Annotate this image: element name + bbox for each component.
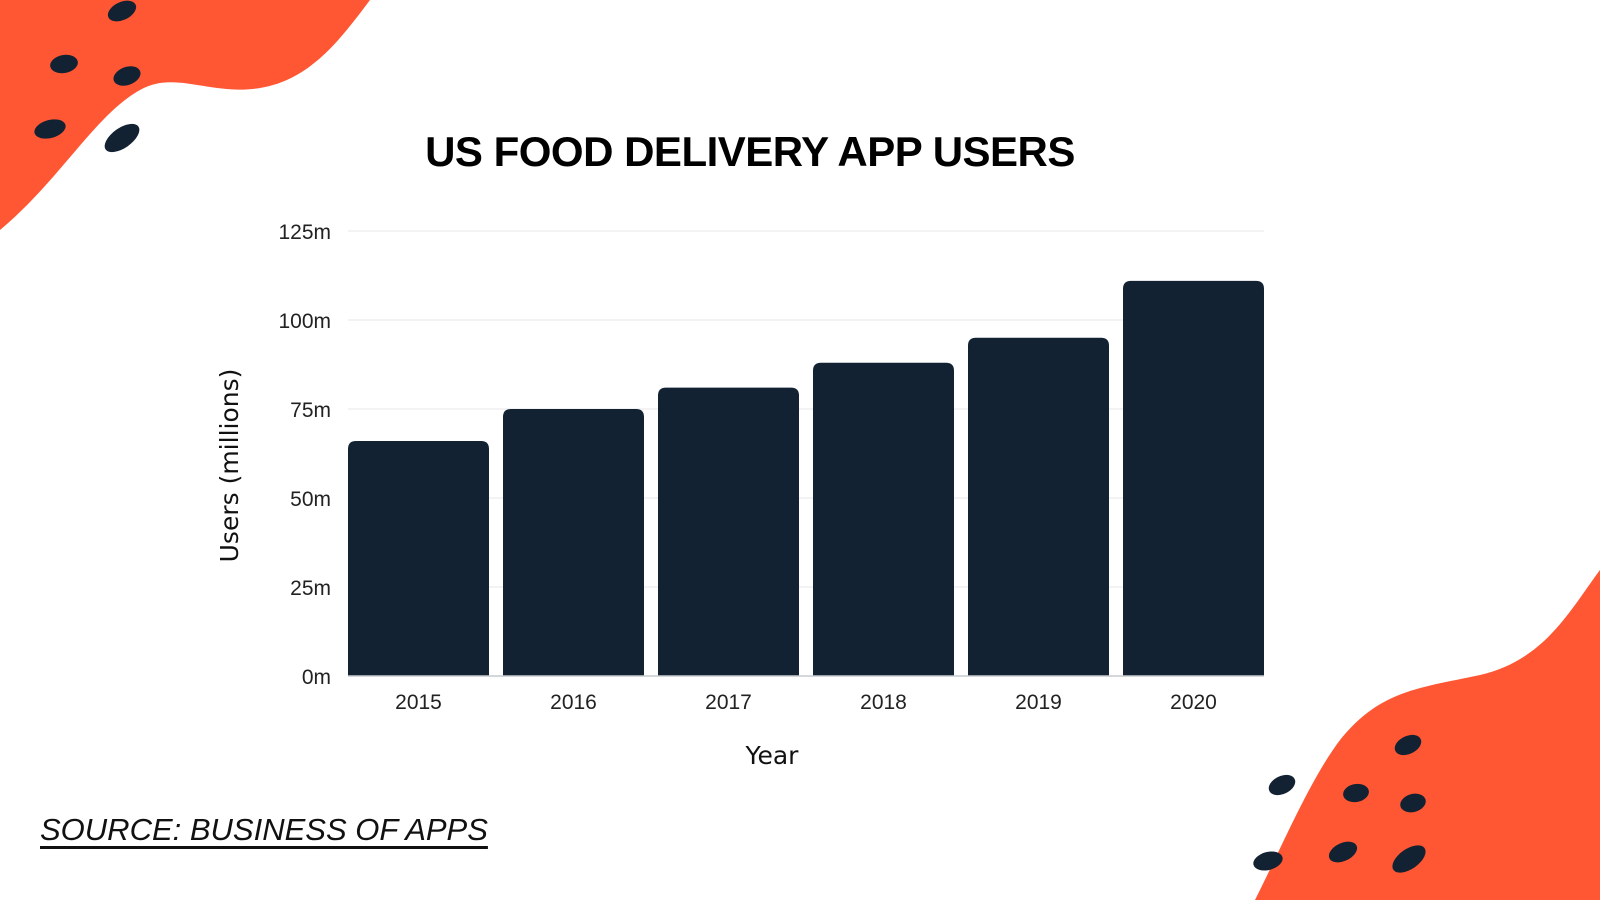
x-tick-label: 2015 [395, 691, 442, 714]
y-axis-label: Users (millions) [215, 369, 244, 563]
x-axis-ticks: 2015 2016 2017 2018 2019 2020 [395, 691, 1217, 714]
decor-dot [1253, 851, 1283, 871]
decor-dot [107, 0, 137, 22]
x-tick-label: 2018 [860, 691, 907, 714]
y-axis-ticks: 0m 25m 50m 75m 100m 125m [278, 221, 331, 689]
bar-2015 [348, 441, 489, 676]
source-citation: SOURCE: BUSINESS OF APPS [40, 812, 488, 847]
decor-dot [1328, 841, 1358, 863]
x-tick-label: 2017 [705, 691, 752, 714]
bar-2019 [968, 337, 1109, 676]
y-tick-label: 50m [290, 488, 331, 511]
decor-dot [34, 119, 66, 139]
x-tick-label: 2020 [1170, 691, 1217, 714]
bar-2020 [1123, 280, 1264, 676]
y-tick-label: 125m [278, 221, 331, 244]
chart-title: US FOOD DELIVERY APP USERS [425, 128, 1075, 175]
y-tick-label: 100m [278, 310, 331, 333]
top-left-orange-blob [0, 0, 370, 230]
decor-dot [1268, 774, 1296, 796]
x-tick-label: 2016 [550, 691, 597, 714]
y-tick-label: 0m [302, 666, 331, 689]
x-tick-label: 2019 [1015, 691, 1062, 714]
bars [348, 280, 1264, 676]
decor-dot [113, 66, 141, 86]
x-axis-label: Year [745, 741, 800, 770]
y-tick-label: 25m [290, 577, 331, 600]
decor-dot [104, 123, 140, 153]
decor-dot [1343, 783, 1369, 803]
decor-dot [1400, 793, 1426, 813]
bottom-right-orange-blob [1255, 570, 1600, 900]
decor-dot [1394, 734, 1422, 756]
decor-dot [50, 54, 78, 74]
bar-2017 [658, 387, 799, 676]
decor-dot [1392, 845, 1426, 873]
y-tick-label: 75m [290, 399, 331, 422]
bar-2018 [813, 362, 954, 676]
bar-2016 [503, 409, 644, 676]
